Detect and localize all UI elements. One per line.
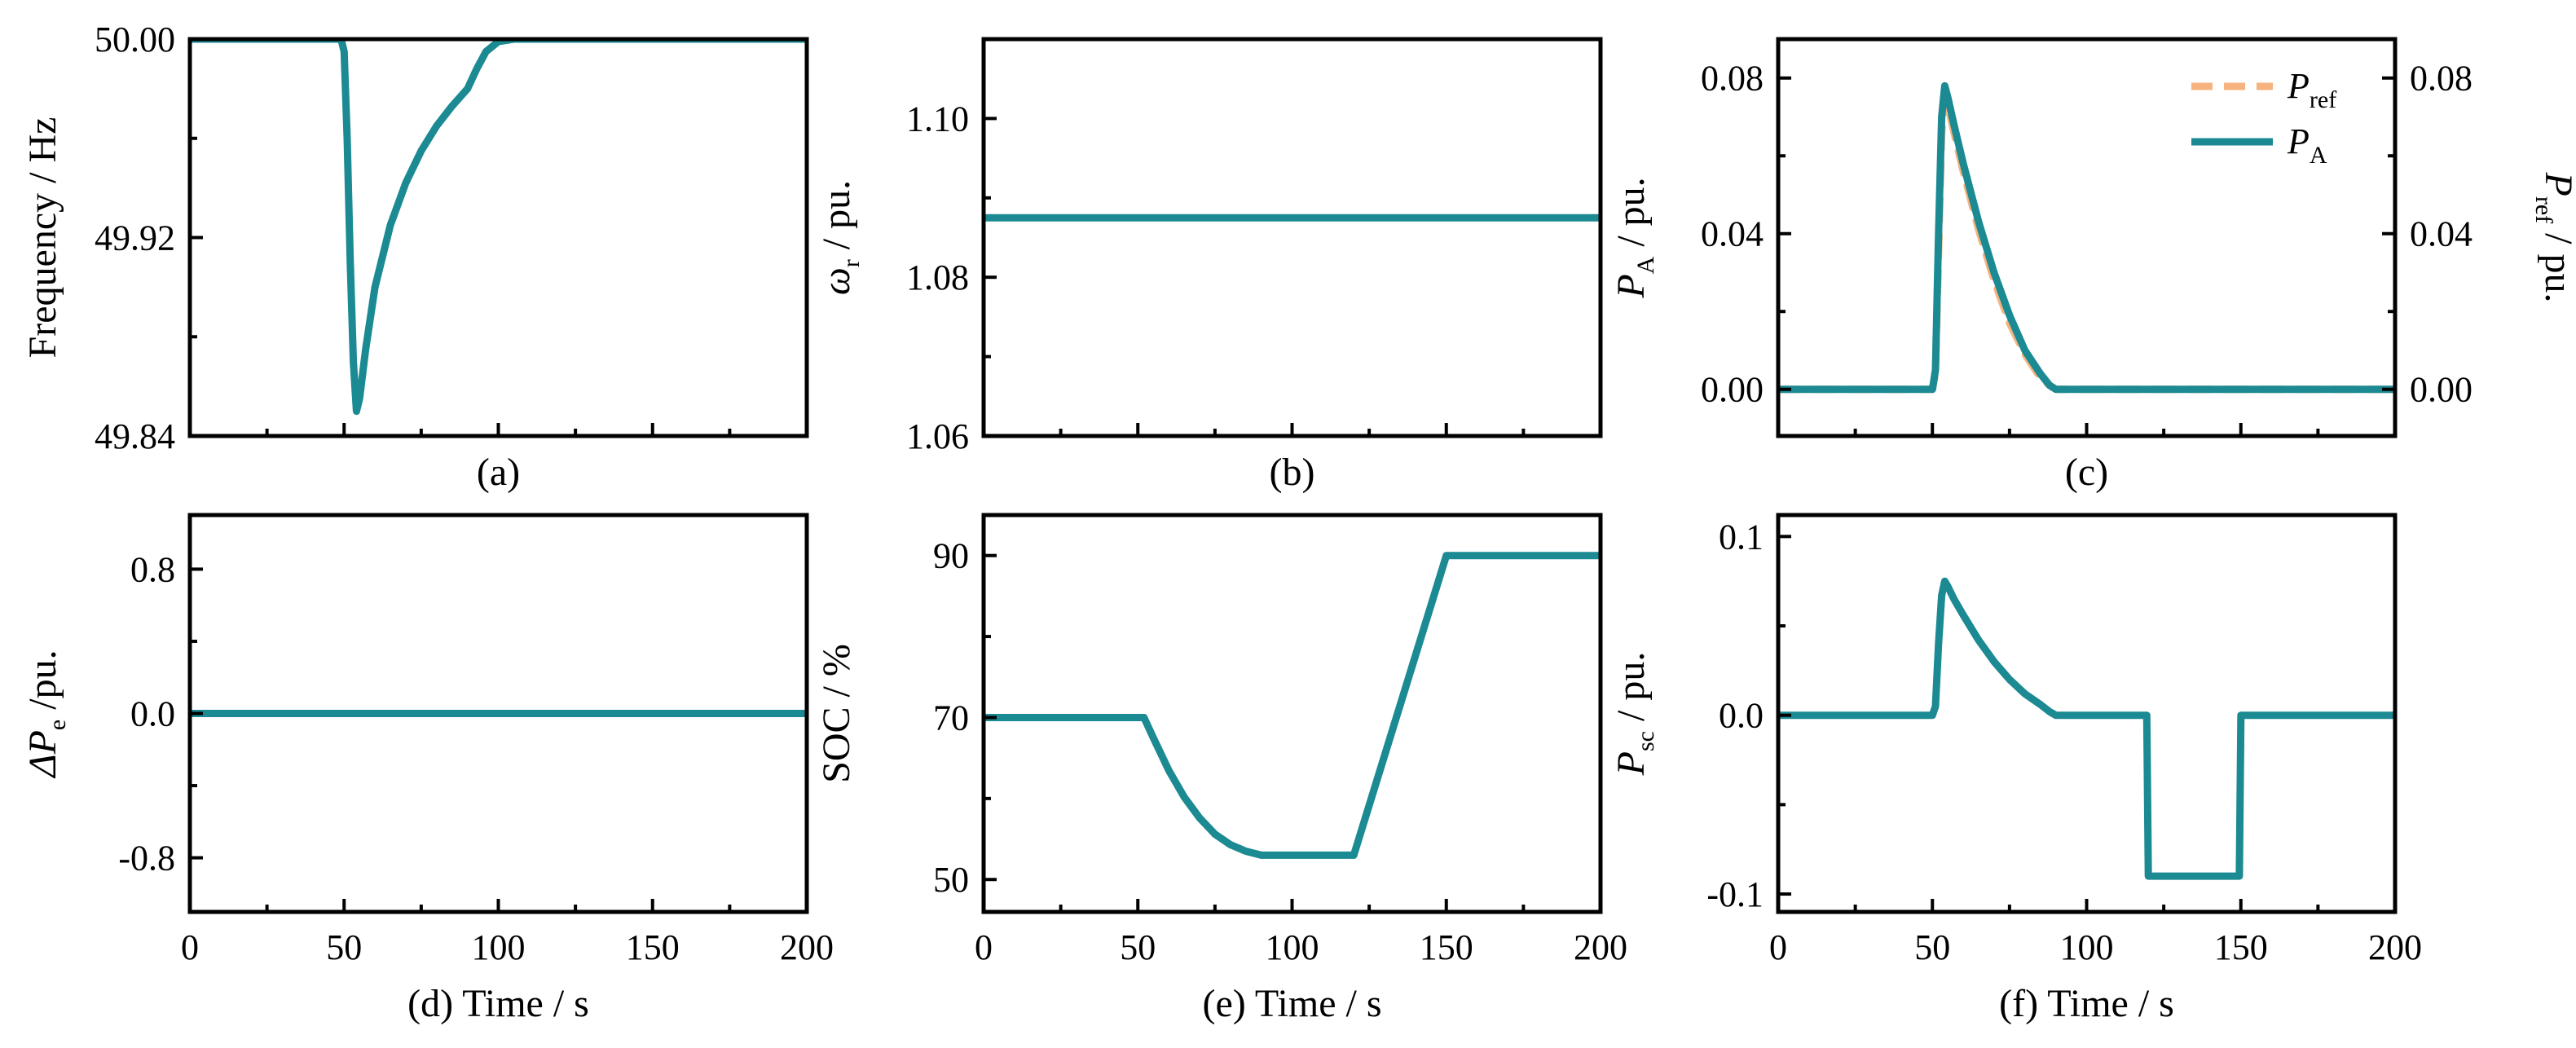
x-tick-label: 50 — [1120, 927, 1156, 967]
legend-label-sub: A — [2310, 142, 2327, 169]
label-main: ΔP — [21, 730, 64, 779]
y-tick-label: 90 — [933, 536, 969, 576]
panel-caption: (e) Time / s — [1202, 982, 1381, 1025]
x-tick-label: 0 — [975, 927, 993, 967]
y-tick-label: 0.1 — [1719, 517, 1764, 557]
x-tick-label: 100 — [472, 927, 526, 967]
series-line-frequency — [190, 39, 807, 416]
x-tick-label: 150 — [1420, 927, 1473, 967]
y-tick-label: 1.06 — [906, 416, 969, 456]
panel-caption: (c) — [2065, 451, 2108, 494]
legend-label: Pref — [2287, 66, 2336, 113]
plot-frame — [981, 37, 1603, 438]
x-tick-label: 200 — [1574, 927, 1627, 967]
y-tick-label: 0.0 — [1719, 696, 1764, 736]
y-right-tick-label: 0.00 — [2410, 370, 2473, 410]
label-subscript: r — [838, 259, 865, 267]
y-tick-label: 0.04 — [1701, 214, 1764, 254]
series-line-soc — [984, 552, 1601, 859]
x-tick-label: 200 — [780, 927, 834, 967]
panel-a: 49.84 49.92 50.00 Frequency / Hz (a) — [21, 20, 809, 494]
y-tick-label: 0.00 — [1701, 370, 1764, 410]
x-tick-label: 0 — [1769, 927, 1787, 967]
legend-label-main: P — [2287, 66, 2310, 106]
x-tick-label: 0 — [181, 927, 199, 967]
y-axis-title: Frequency / Hz — [21, 117, 64, 359]
label-main: P — [1609, 274, 1653, 298]
y-axis-title: ωr / pu. — [815, 180, 865, 295]
y-right-tick-label: 0.04 — [2410, 214, 2473, 254]
y-tick-label: 1.10 — [906, 99, 969, 139]
y-right-tick-label: 0.08 — [2410, 59, 2473, 99]
y-tick-label: 0.0 — [130, 694, 175, 734]
x-tick-label: 150 — [626, 927, 680, 967]
label-rest: /pu. — [21, 649, 64, 719]
y-tick-label: 0.08 — [1701, 59, 1764, 99]
y-axis-title: PA / pu. — [1609, 177, 1659, 298]
label-subscript: sc — [1632, 731, 1659, 751]
label-main: P — [1609, 751, 1653, 776]
panel-b: 1.06 1.08 1.10 ωr / pu. (b) — [815, 37, 1603, 494]
series-line-p-sc — [1778, 577, 2395, 880]
y-tick-label: 49.84 — [95, 416, 175, 456]
x-tick-label: 150 — [2214, 927, 2268, 967]
panel-caption: (d) Time / s — [407, 982, 589, 1025]
y-tick-label: 1.08 — [906, 258, 969, 297]
label-main: P — [2537, 172, 2576, 196]
y-right-axis-title: Pref / pu. — [2530, 172, 2576, 303]
label-main: ω — [815, 267, 858, 295]
y-tick-label: -0.8 — [118, 839, 175, 878]
y-axis-title: ΔPe /pu. — [21, 649, 71, 778]
label-rest: / pu. — [815, 180, 858, 259]
plot-frame — [187, 37, 809, 438]
y-tick-label: 50.00 — [95, 20, 175, 59]
legend-label-sub: ref — [2310, 86, 2336, 113]
y-axis-title: Psc / pu. — [1609, 652, 1659, 777]
y-tick-label: 50 — [933, 860, 969, 900]
x-tick-label: 100 — [1266, 927, 1319, 967]
legend-label: PA — [2287, 121, 2327, 169]
legend-label-main: P — [2287, 121, 2310, 161]
x-tick-label: 100 — [2060, 927, 2114, 967]
y-axis-title: SOC / % — [815, 644, 858, 783]
panel-caption: (b) — [1270, 451, 1315, 494]
label-rest: / pu. — [2537, 223, 2576, 302]
x-tick-label: 200 — [2368, 927, 2422, 967]
y-tick-label: -0.1 — [1706, 874, 1764, 914]
label-subscript: e — [44, 720, 71, 730]
panel-d: 0 50 100 150 200 -0.8 0.0 0.8 ΔPe /pu. (d) Time /… — [21, 513, 834, 1025]
series-line-p-a — [1778, 81, 2395, 394]
label-rest: / pu. — [1609, 652, 1653, 731]
x-tick-label: 50 — [1914, 927, 1950, 967]
label-rest: / pu. — [1609, 177, 1653, 256]
panel-f: 0 50 100 150 200 -0.1 0.0 0.1 Psc / pu. (f) Time … — [1609, 513, 2422, 1025]
panel-caption: (f) Time / s — [1999, 982, 2174, 1025]
label-subscript: A — [1632, 256, 1659, 274]
y-tick-label: 0.8 — [130, 549, 175, 589]
y-tick-label: 49.92 — [95, 218, 175, 258]
label-subscript: ref — [2530, 196, 2557, 223]
panel-caption: (a) — [477, 451, 520, 494]
x-tick-label: 50 — [326, 927, 362, 967]
y-tick-label: 70 — [933, 698, 969, 738]
